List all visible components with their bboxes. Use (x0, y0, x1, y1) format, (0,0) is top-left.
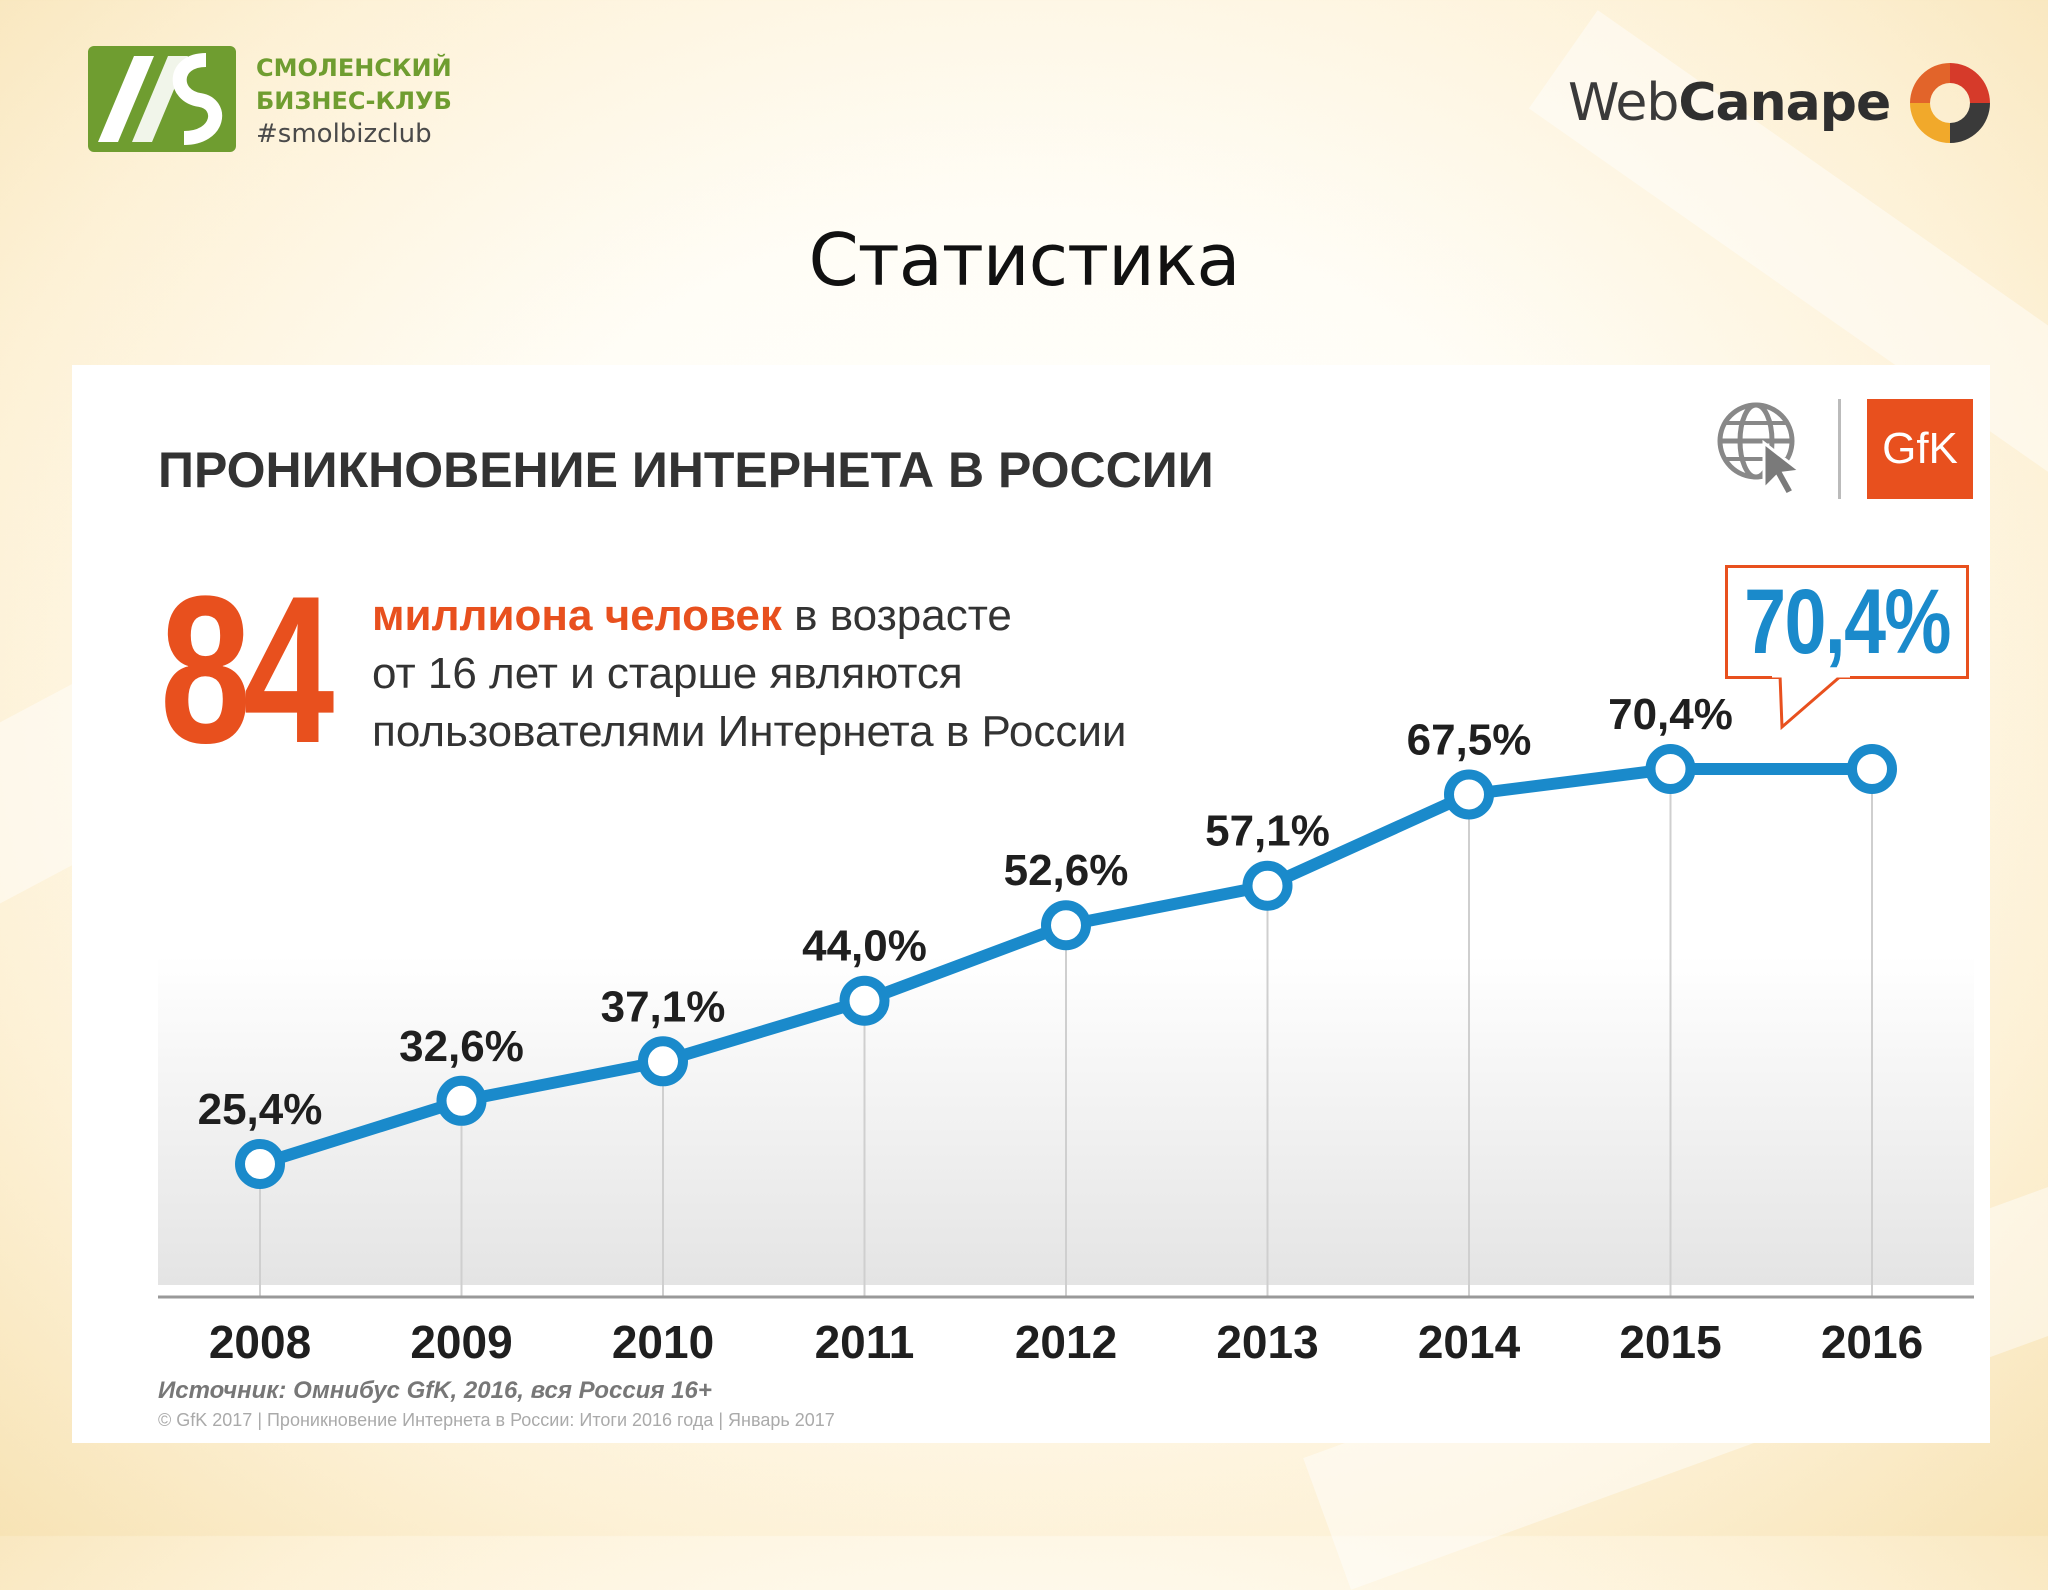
club-name: СМОЛЕНСКИЙ БИЗНЕС-КЛУБ #smolbizclub (256, 52, 452, 151)
webcanape-swirl-icon (1910, 63, 1991, 143)
callout-box (1725, 565, 1969, 679)
x-tick-label: 2011 (815, 1316, 915, 1368)
chart-panel: 25,4% 32,6% 37,1% 44,0% 52,6% 57,1% 67,5% 70,4%… (72, 365, 1990, 1443)
data-point-2015 (1645, 744, 1696, 794)
data-point-2009 (436, 1075, 487, 1126)
data-label-2012: 52,6% (1004, 846, 1129, 895)
data-point-2012 (1041, 900, 1091, 951)
data-point-2010 (638, 1036, 688, 1087)
callout-pointer (1772, 675, 1850, 731)
x-tick-label: 2010 (612, 1316, 714, 1368)
page-title: Статистика (808, 218, 1241, 302)
club-name-line2: БИЗНЕС-КЛУБ (256, 87, 452, 115)
x-tick-label: 2014 (1418, 1316, 1521, 1368)
data-point-2013 (1242, 860, 1293, 911)
webcanape-logo: WebCanape (1568, 58, 1996, 148)
data-label-2015: 70,4% (1608, 690, 1733, 739)
big-number-description: миллиона человек в возрасте от 16 лет и … (372, 587, 1127, 761)
globe-cursor-icon (1717, 402, 1804, 497)
data-label-2011: 44,0% (802, 922, 927, 971)
copyright-note: © GfK 2017 | Проникновение Интернета в Р… (158, 1410, 835, 1430)
data-point-2011 (839, 975, 890, 1026)
description-line1-rest: в возрасте (781, 591, 1012, 640)
logo-divider (1838, 399, 1841, 499)
chart-canvas: 25,4% 32,6% 37,1% 44,0% 52,6% 57,1% 67,5% 70,4%… (158, 690, 1974, 1368)
callout-value: 70,4% (1744, 570, 1951, 673)
chart-title: ПРОНИКНОВЕНИЕ ИНТЕРНЕТА В РОССИИ (158, 442, 1214, 498)
gfk-logo: GfK (1867, 399, 1973, 499)
data-point-2016 (1847, 744, 1897, 794)
x-tick-label: 2009 (410, 1316, 512, 1368)
x-tick-label: 2012 (1015, 1316, 1117, 1368)
description-line2: от 16 лет и старше являются (372, 649, 963, 698)
description-highlight: миллиона человек (372, 591, 782, 640)
x-tick-label: 2015 (1619, 1316, 1721, 1368)
data-label-2013: 57,1% (1205, 807, 1330, 856)
x-tick-label: 2008 (209, 1316, 311, 1368)
club-hashtag: #smolbizclub (256, 119, 432, 149)
webcanape-wordmark: WebCanape (1568, 73, 1891, 133)
source-note: Источник: Омнибус GfK, 2016, вся Россия … (158, 1377, 712, 1404)
x-tick-label: 2016 (1821, 1316, 1923, 1368)
data-point-2008 (235, 1139, 285, 1189)
club-name-line1: СМОЛЕНСКИЙ (256, 54, 452, 82)
x-tick-label: 2013 (1216, 1316, 1318, 1368)
data-label-2009: 32,6% (399, 1022, 524, 1071)
data-label-2010: 37,1% (601, 982, 726, 1031)
big-number: 84 (160, 552, 334, 787)
data-point-2014 (1444, 769, 1494, 820)
description-line3: пользователями Интернета в России (372, 707, 1127, 756)
data-label-2008: 25,4% (198, 1085, 323, 1134)
zs-logo-icon (88, 46, 236, 152)
data-label-2014: 67,5% (1407, 715, 1532, 764)
